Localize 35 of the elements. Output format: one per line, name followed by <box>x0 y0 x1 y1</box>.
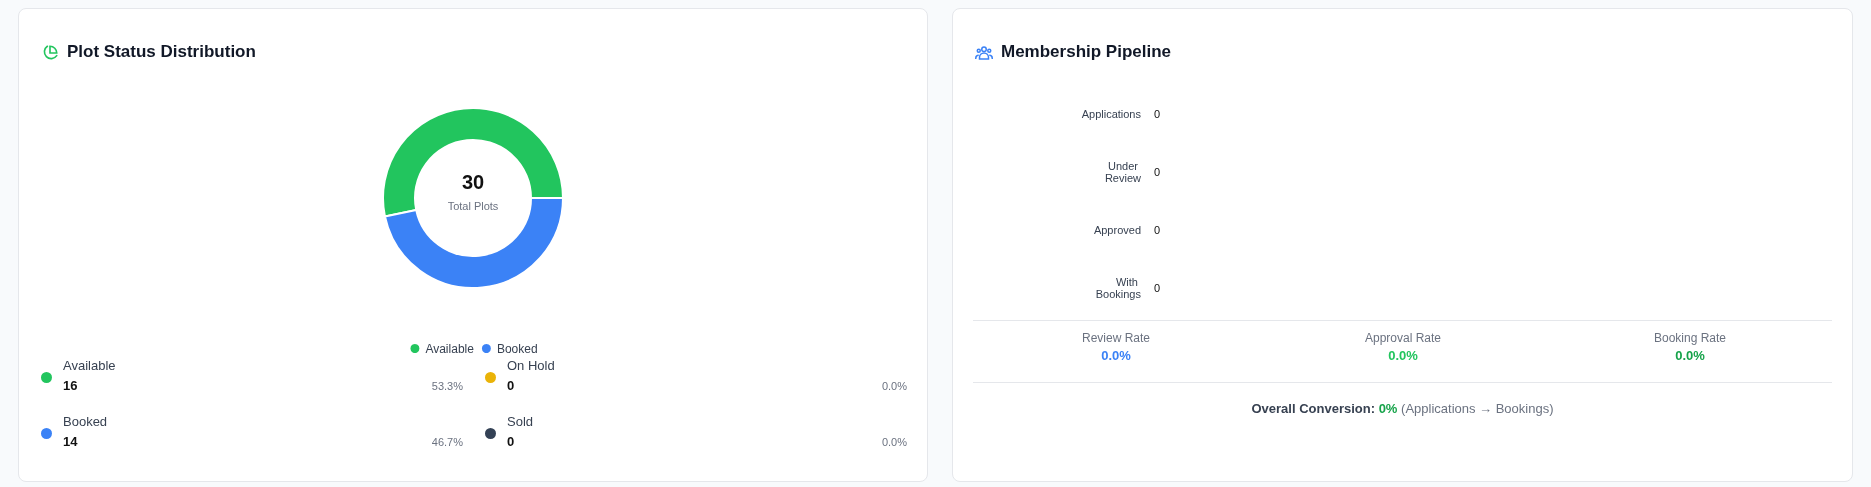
text: Approval Rate <box>1363 331 1442 345</box>
category-label: Booked <box>63 414 108 429</box>
text: 0 <box>507 434 515 449</box>
text: Overall Conversion: <box>1251 401 1376 416</box>
text: Plot Status Distribution <box>67 42 256 62</box>
text: 0.0% <box>1387 348 1419 363</box>
data-label: 0 <box>1154 108 1161 120</box>
text: 0.0% <box>1674 348 1706 363</box>
data-label: 0 <box>1154 224 1161 236</box>
text: (Applications → Bookings) <box>1400 401 1554 416</box>
text: 53.3% <box>431 380 463 392</box>
category-label: Under Review <box>1104 160 1142 184</box>
text: 0.0% <box>881 436 907 448</box>
text: 0% <box>1377 401 1398 416</box>
text: 16 <box>63 378 78 393</box>
data-label: 0 <box>1154 282 1161 294</box>
text: Booking Rate <box>1652 331 1727 345</box>
text: 0 <box>507 378 515 393</box>
text: Total Plots <box>447 199 499 212</box>
category-label: Applications <box>1081 108 1142 120</box>
category-label: Available <box>63 358 116 373</box>
category-label: Approved <box>1093 224 1141 236</box>
text: 14 <box>63 434 78 449</box>
text: 0.0% <box>1100 348 1132 363</box>
legend-label: Booked <box>496 341 538 356</box>
category-label: On Hold <box>507 358 555 373</box>
text: Review Rate <box>1081 331 1151 345</box>
category-label: With Bookings <box>1095 276 1142 300</box>
text: 0.0% <box>881 380 907 392</box>
text: 30 <box>461 171 485 193</box>
text: 46.7% <box>431 436 463 448</box>
category-label: Sold <box>507 414 534 429</box>
data-label: 0 <box>1154 166 1161 178</box>
legend-label: Available <box>425 341 475 356</box>
text: Membership Pipeline <box>1001 42 1172 62</box>
